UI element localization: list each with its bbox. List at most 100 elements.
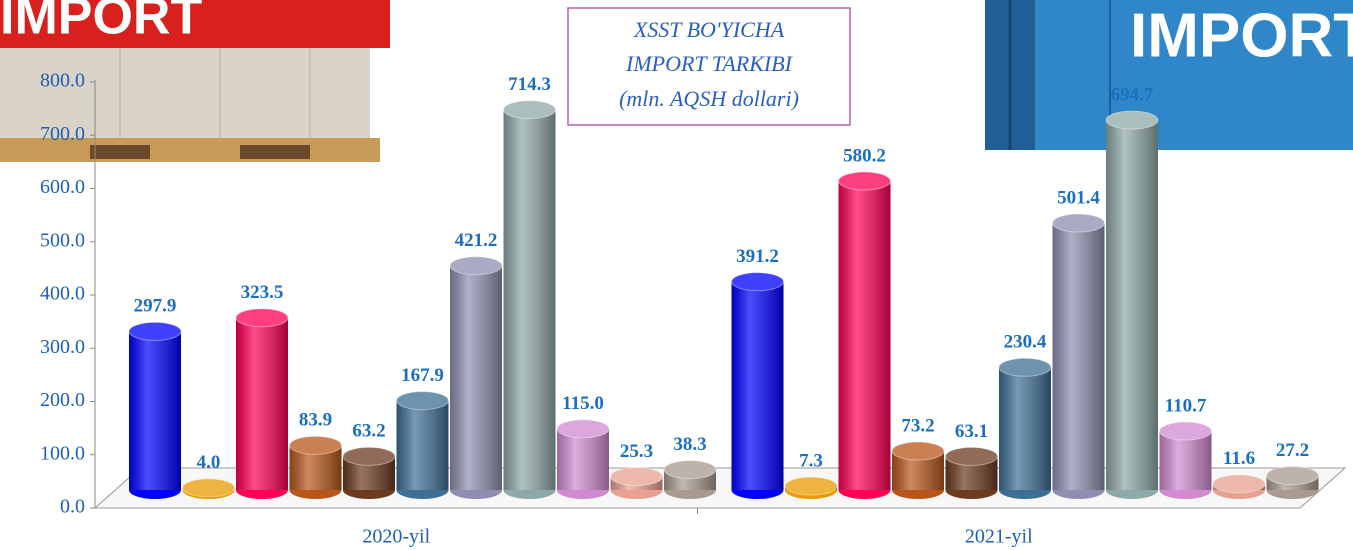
bar-group	[784, 476, 838, 499]
y-tick-label: 200.0	[40, 389, 85, 411]
bar-cap-shine	[999, 358, 1051, 377]
bar-shade	[450, 265, 502, 490]
y-tick-label: 0.0	[60, 496, 85, 518]
bar-group	[891, 441, 945, 499]
bar-cap-shine	[557, 419, 609, 438]
bar-cap-shine	[289, 436, 342, 455]
y-tick-label: 300.0	[40, 336, 85, 358]
bar-cap	[1159, 421, 1212, 441]
bar-group	[556, 419, 610, 499]
bar-shade	[838, 181, 891, 490]
data-label: 580.2	[843, 145, 886, 166]
bar-group	[1105, 110, 1159, 499]
bar-group	[945, 446, 998, 499]
bar-cap-shine	[838, 172, 891, 191]
data-label: 421.2	[455, 230, 498, 251]
bar-cap	[610, 467, 663, 487]
data-label: 391.2	[736, 246, 779, 267]
bar-group	[235, 308, 289, 499]
bar-cap-shine	[892, 442, 944, 461]
right-image: IMPORT	[985, 0, 1353, 150]
bar-cap-shine	[129, 322, 181, 341]
bar-cap	[449, 256, 503, 276]
image-text: IMPORT	[1130, 1, 1353, 70]
bar-group	[289, 435, 342, 499]
bar-cap-shine	[450, 256, 502, 275]
bar-cap	[1105, 110, 1159, 130]
data-label: 25.3	[620, 441, 653, 462]
bar-cap	[289, 435, 342, 455]
bar-group	[663, 460, 717, 499]
bar-group	[1052, 213, 1105, 499]
bar-cap	[1212, 474, 1266, 494]
bar-cap	[838, 171, 891, 191]
chart-title: (mln. AQSH dollari)	[619, 86, 799, 111]
bar-group	[396, 391, 449, 499]
bar-cap-shine	[503, 100, 556, 119]
y-tick-label: 800.0	[40, 70, 85, 92]
bar-cap-shine	[664, 460, 716, 479]
data-label: 714.3	[508, 74, 551, 95]
bar-cap-shine	[1159, 422, 1212, 441]
x-tick-label: 2021-yil	[965, 526, 1033, 548]
bar-cap-shine	[1052, 214, 1105, 233]
bar-cap	[731, 272, 784, 292]
data-label: 230.4	[1004, 332, 1047, 353]
bar-group	[128, 321, 182, 499]
bar-group	[1212, 474, 1266, 499]
bar-cap-shine	[610, 467, 663, 486]
data-label: 323.5	[241, 282, 284, 303]
bar-cap	[503, 100, 556, 120]
data-label: 63.2	[352, 421, 385, 442]
bar-group	[449, 256, 503, 499]
image-text: IMPORT	[0, 0, 202, 46]
bar-cap	[1266, 466, 1319, 486]
data-label: 27.2	[1276, 440, 1309, 461]
bar-group	[838, 171, 891, 499]
bar-cap	[396, 391, 449, 411]
bar-shade	[1159, 431, 1212, 490]
bar-cap-shine	[343, 447, 395, 466]
data-label: 110.7	[1165, 395, 1207, 416]
bar-cap	[556, 419, 610, 439]
data-label: 694.7	[1111, 84, 1154, 105]
bar-cap	[1052, 213, 1105, 233]
bar-group	[1159, 421, 1212, 499]
bar-group	[998, 357, 1052, 499]
bar-cap-shine	[785, 477, 837, 496]
data-label: 11.6	[1223, 448, 1255, 469]
bar-cap	[663, 460, 717, 480]
bar-cap	[235, 308, 289, 328]
bar-cap-shine	[396, 391, 449, 410]
data-label: 4.0	[197, 452, 221, 473]
bar-cap-shine	[1106, 111, 1158, 130]
bar-cap	[342, 446, 396, 466]
y-tick-label: 400.0	[40, 283, 85, 305]
data-label: 297.9	[134, 296, 177, 317]
data-label: 115.0	[562, 393, 604, 414]
y-tick-label: 100.0	[40, 442, 85, 464]
bar-cap	[945, 446, 998, 466]
bar-cap-shine	[1213, 474, 1265, 493]
bar-cap	[891, 441, 945, 461]
bar-shade	[999, 367, 1051, 490]
chart-title: IMPORT TARKIBI	[625, 51, 794, 76]
bar-group	[342, 446, 396, 499]
bar-cap-shine	[236, 308, 288, 327]
x-tick-label: 2020-yil	[362, 526, 430, 548]
data-label: 83.9	[299, 410, 332, 431]
y-tick-label: 600.0	[40, 176, 85, 198]
data-label: 167.9	[401, 365, 444, 386]
bar-shade	[557, 428, 609, 490]
left-image: IMPORT	[0, 0, 390, 162]
bar-shade	[503, 109, 556, 490]
bar-group	[610, 467, 663, 499]
bar-cap	[128, 321, 182, 341]
bar-shade	[1052, 223, 1105, 490]
bar-cap-shine	[731, 272, 784, 291]
bar-cap-shine	[1266, 466, 1319, 485]
bar-group	[1266, 466, 1319, 499]
data-label: 7.3	[799, 450, 823, 471]
bar-shade	[1106, 120, 1158, 490]
